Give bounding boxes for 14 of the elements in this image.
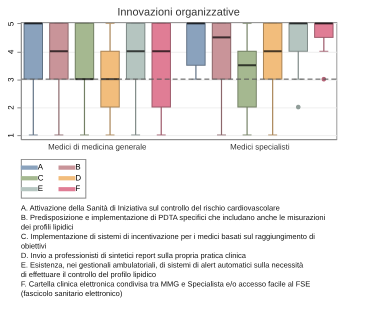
- chart-title: Innovazioni organizzative: [117, 6, 240, 18]
- y-tick-label: 3: [6, 76, 16, 82]
- legend-label: B: [75, 162, 81, 172]
- legend-label: D: [75, 173, 82, 182]
- y-tick-label: 2: [6, 105, 16, 110]
- legend-label: F: [75, 184, 80, 194]
- legend-label: E: [38, 184, 43, 194]
- x-tick-label: Medici di medicina generale: [48, 142, 147, 152]
- legend-label: C: [38, 173, 44, 182]
- x-tick-label: Medici specialisti: [230, 142, 290, 152]
- y-tick-label: 1: [6, 132, 16, 138]
- y-tick-label: 4: [6, 49, 16, 54]
- y-tick-label: 5: [6, 21, 16, 26]
- legend-label: A: [38, 162, 44, 172]
